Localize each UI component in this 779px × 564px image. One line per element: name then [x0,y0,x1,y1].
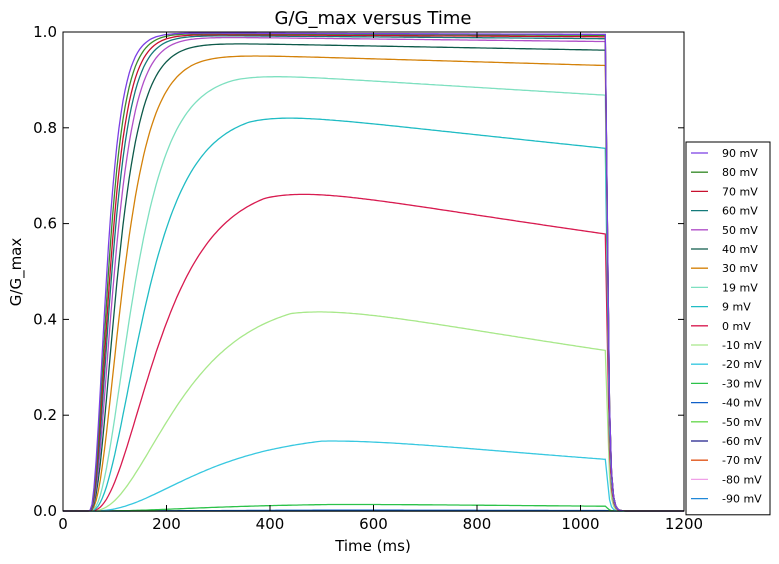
chart-title: G/G_max versus Time [275,8,472,29]
y-axis: 0.0 0.2 0.4 0.6 0.8 1.0 [33,23,684,520]
y-tick-label: 1.0 [33,23,57,41]
y-tick-label: 0.6 [33,215,57,233]
x-tick-label: 400 [256,515,285,533]
legend-label: 0 mV [722,320,751,333]
series-line-9mv [63,117,684,512]
plot-background [63,32,684,511]
legend-label: 90 mV [722,147,758,160]
legend-label: -60 mV [722,435,762,448]
legend: 90 mV 80 mV 70 mV 60 mV 50 mV 40 mV 30 mV 19 mV… [685,141,771,516]
legend-label: 9 mV [722,301,751,314]
legend-label: 60 mV [722,205,758,218]
plot-area [62,31,685,512]
x-tick-label: 200 [152,515,181,533]
legend-label: 19 mV [722,281,758,294]
x-tick-label: 600 [359,515,388,533]
x-tick-label: 800 [463,515,492,533]
x-axis-label: Time (ms) [334,537,411,555]
legend-label: 70 mV [722,185,758,198]
legend-label: 30 mV [722,262,758,275]
legend-label: -50 mV [722,416,762,429]
y-tick-label: 0.2 [33,406,57,424]
y-tick-label: 0.8 [33,119,57,137]
series-line-30mv [63,55,684,512]
legend-label: -80 mV [722,473,762,486]
legend-box [685,141,771,516]
legend-label: -70 mV [722,454,762,467]
legend-label: 50 mV [722,224,758,237]
series-line-0mv [63,193,684,512]
legend-label: -30 mV [722,377,762,390]
x-tick-label: 0 [58,515,68,533]
y-axis-label: G/G_max [7,238,26,307]
x-axis: 0 200 400 600 800 1000 1200 [58,32,703,533]
y-tick-label: 0.4 [33,310,57,328]
x-tick-label: 1000 [561,515,599,533]
series-line-19mv [63,76,684,512]
legend-label: -40 mV [722,397,762,410]
series-line--20mv [63,440,684,512]
series-line-40mv [63,43,684,512]
series-line--10mv [63,311,684,512]
series-line-50mv [63,36,684,512]
x-tick-label: 1200 [665,515,703,533]
legend-label: -10 mV [722,339,762,352]
legend-label: -90 mV [722,493,762,506]
y-tick-label: 0.0 [33,502,57,520]
legend-label: 40 mV [722,243,758,256]
legend-label: -20 mV [722,358,762,371]
legend-label: 80 mV [722,166,758,179]
